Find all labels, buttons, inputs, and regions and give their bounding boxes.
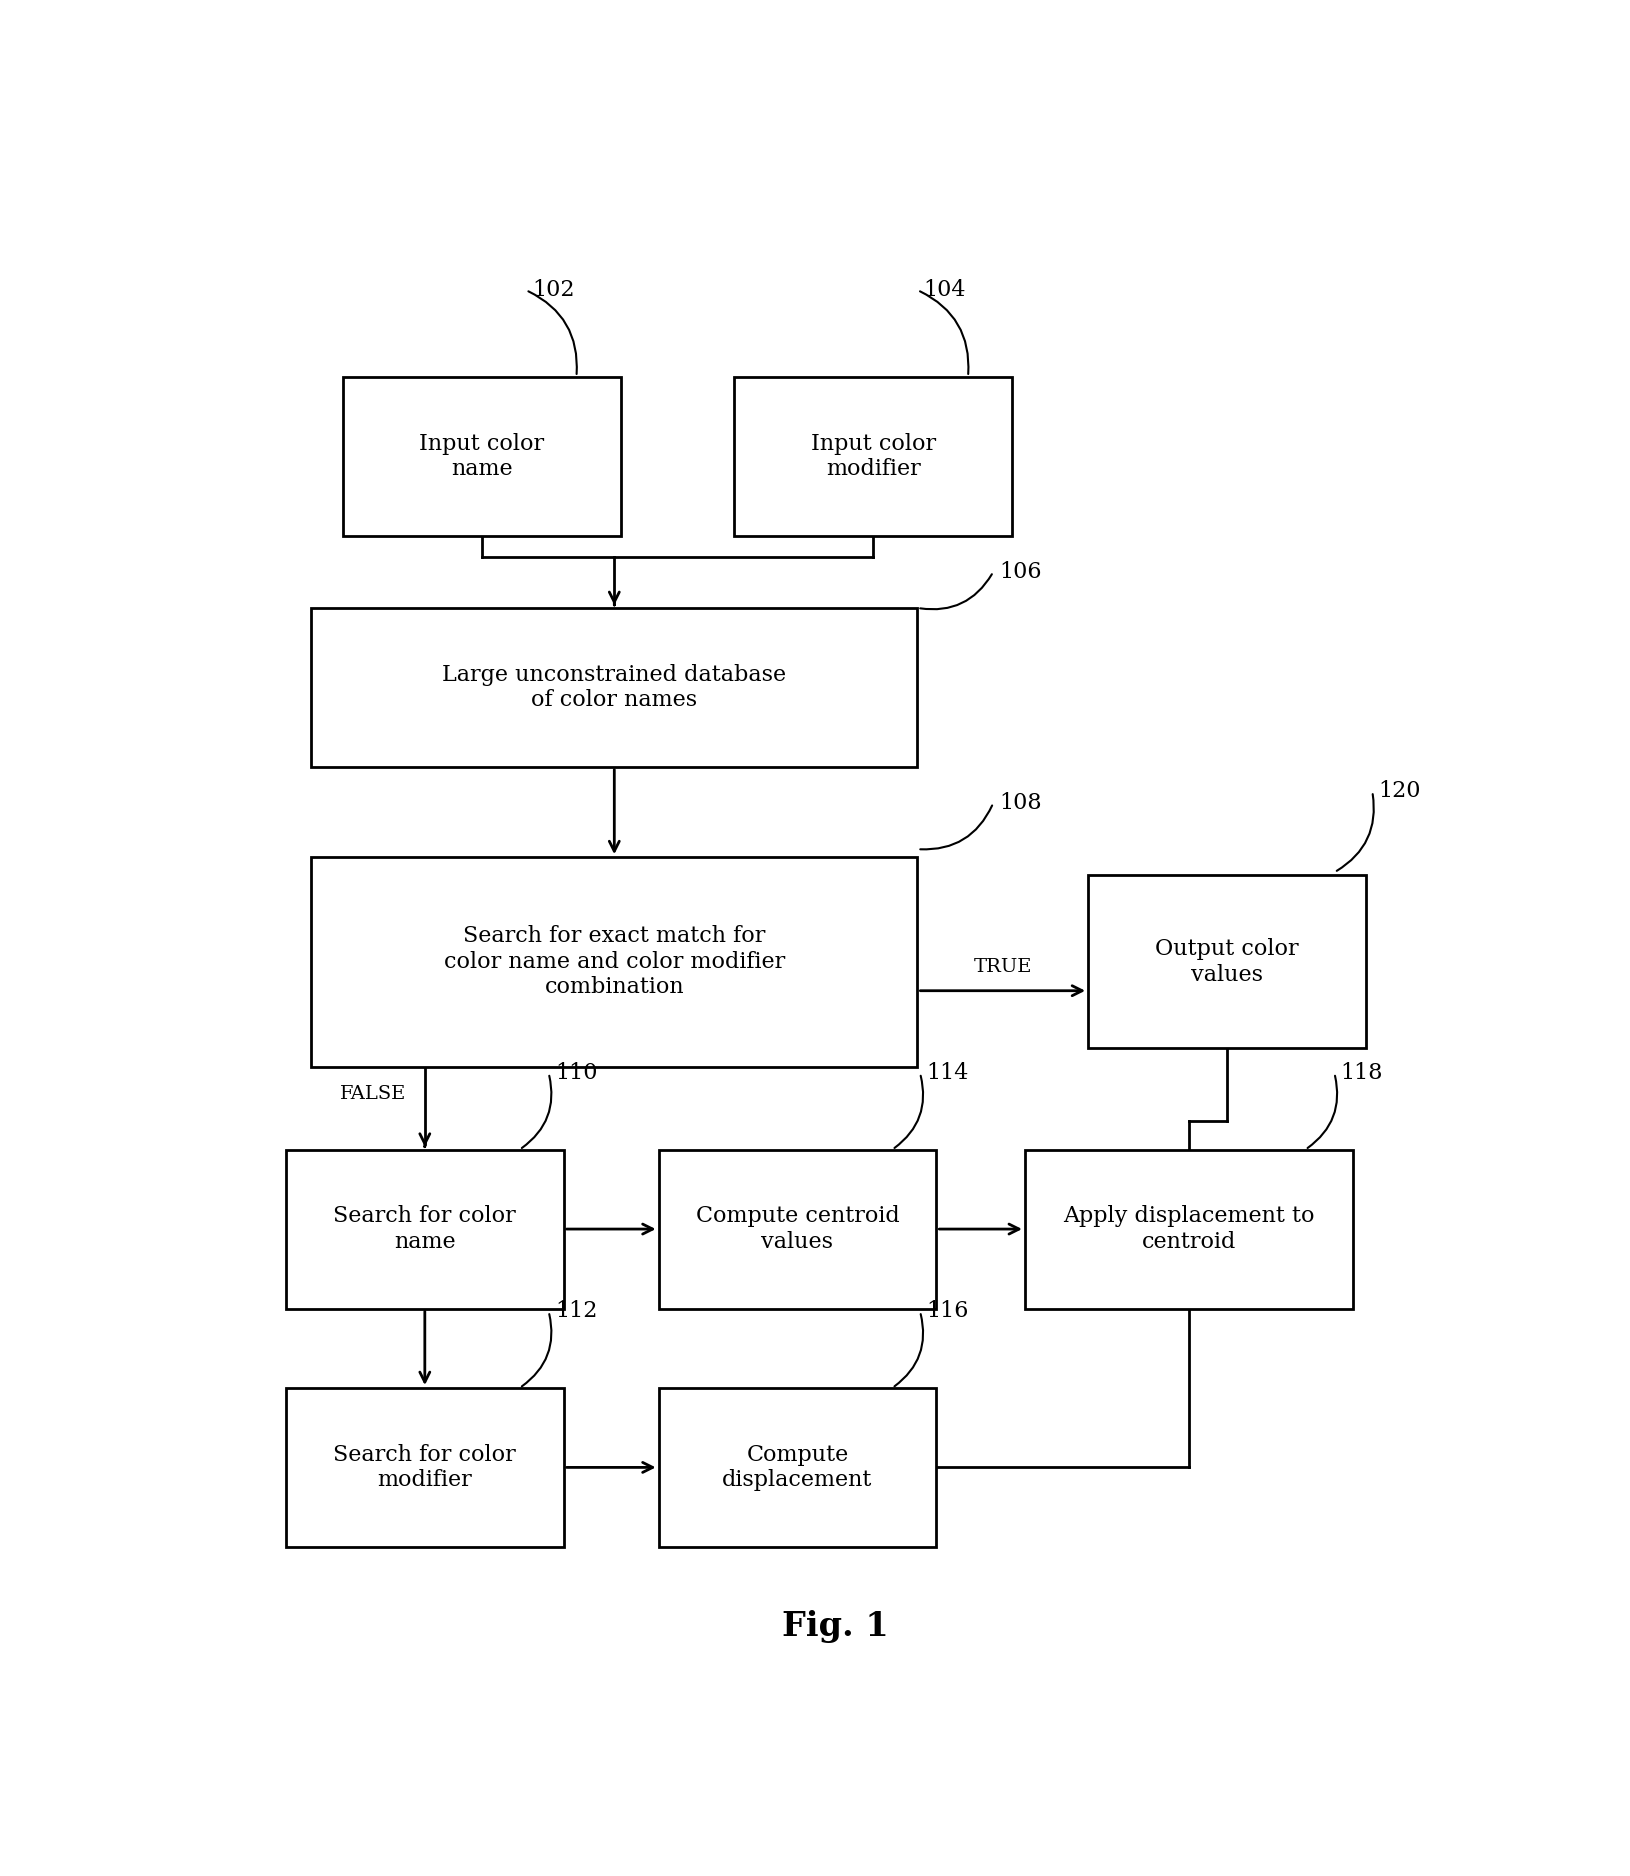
Text: Apply displacement to
centroid: Apply displacement to centroid (1063, 1206, 1315, 1253)
FancyBboxPatch shape (1025, 1150, 1353, 1309)
Text: Search for color
name: Search for color name (334, 1206, 517, 1253)
Text: Compute centroid
values: Compute centroid values (696, 1206, 900, 1253)
Text: Fig. 1: Fig. 1 (782, 1610, 888, 1643)
FancyBboxPatch shape (311, 608, 918, 767)
FancyBboxPatch shape (311, 857, 918, 1067)
Text: TRUE: TRUE (973, 959, 1032, 976)
Text: 104: 104 (924, 280, 967, 302)
Text: Input color
modifier: Input color modifier (810, 433, 936, 480)
FancyBboxPatch shape (659, 1150, 936, 1309)
Text: 106: 106 (999, 561, 1042, 583)
Text: Search for exact match for
color name and color modifier
combination: Search for exact match for color name an… (443, 925, 786, 998)
Text: Compute
displacement: Compute displacement (722, 1445, 872, 1491)
Text: Large unconstrained database
of color names: Large unconstrained database of color na… (442, 664, 786, 711)
FancyBboxPatch shape (285, 1388, 564, 1548)
Text: 120: 120 (1379, 780, 1421, 803)
Text: 110: 110 (554, 1062, 598, 1084)
Text: Input color
name: Input color name (419, 433, 544, 480)
FancyBboxPatch shape (285, 1150, 564, 1309)
FancyBboxPatch shape (659, 1388, 936, 1548)
FancyBboxPatch shape (342, 377, 621, 537)
FancyBboxPatch shape (735, 377, 1012, 537)
Text: Output color
values: Output color values (1156, 938, 1299, 985)
Text: 118: 118 (1340, 1062, 1384, 1084)
Text: 112: 112 (554, 1300, 597, 1323)
FancyBboxPatch shape (1089, 874, 1366, 1049)
Text: 108: 108 (999, 792, 1042, 814)
Text: 114: 114 (926, 1062, 968, 1084)
Text: FALSE: FALSE (339, 1084, 406, 1103)
Text: Search for color
modifier: Search for color modifier (334, 1445, 517, 1491)
Text: 102: 102 (531, 280, 575, 302)
Text: 116: 116 (926, 1300, 968, 1323)
